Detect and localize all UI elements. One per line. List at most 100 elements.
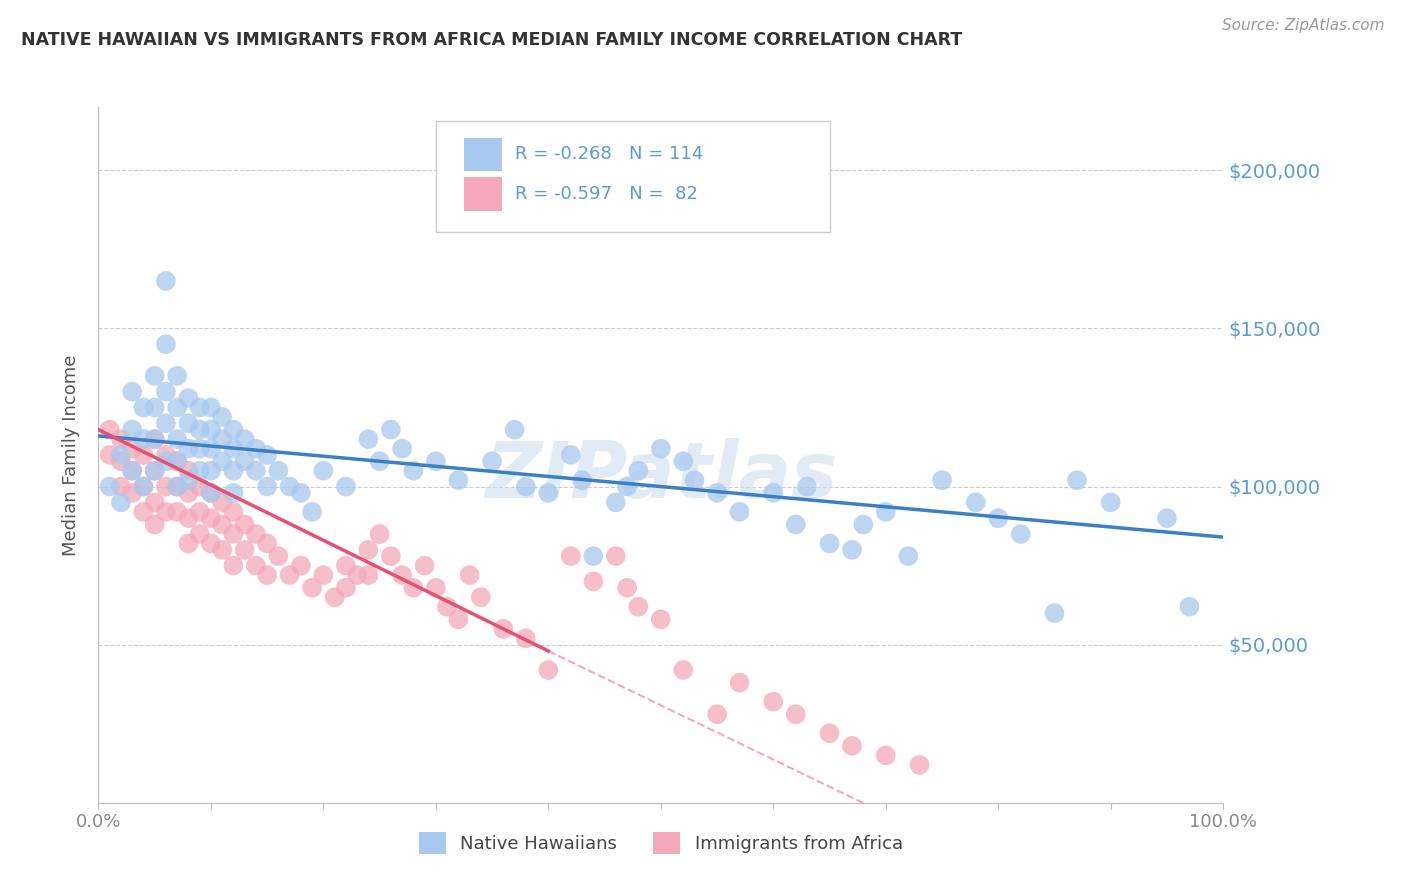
Point <box>121 486 143 500</box>
Point <box>211 542 233 557</box>
Point <box>425 454 447 468</box>
Point <box>200 401 222 415</box>
Point <box>143 432 166 446</box>
Point <box>706 486 728 500</box>
Point <box>785 707 807 722</box>
Point <box>98 423 121 437</box>
Point <box>143 368 166 383</box>
Point <box>818 726 841 740</box>
Point <box>132 448 155 462</box>
Point <box>200 511 222 525</box>
Point <box>166 479 188 493</box>
Point <box>1178 599 1201 614</box>
Point <box>155 417 177 431</box>
Point <box>391 568 413 582</box>
Point <box>841 739 863 753</box>
Point <box>200 423 222 437</box>
Point <box>1066 473 1088 487</box>
Point <box>110 454 132 468</box>
Text: ZIPatlas: ZIPatlas <box>485 438 837 514</box>
Point <box>481 454 503 468</box>
Point <box>155 384 177 399</box>
Point <box>177 473 200 487</box>
FancyBboxPatch shape <box>436 121 830 232</box>
Point <box>245 527 267 541</box>
Point <box>211 495 233 509</box>
Point <box>155 479 177 493</box>
Point <box>155 505 177 519</box>
Point <box>188 479 211 493</box>
Point <box>796 479 818 493</box>
Point <box>672 663 695 677</box>
Point <box>143 432 166 446</box>
Point <box>200 536 222 550</box>
Point <box>492 622 515 636</box>
Point <box>605 549 627 563</box>
Point <box>458 568 481 582</box>
Point <box>177 536 200 550</box>
Point <box>188 505 211 519</box>
Point <box>211 454 233 468</box>
Point <box>560 448 582 462</box>
Point <box>706 707 728 722</box>
Point <box>132 432 155 446</box>
Point <box>436 599 458 614</box>
Point <box>222 558 245 573</box>
Point <box>672 454 695 468</box>
Point <box>222 464 245 478</box>
Point <box>447 612 470 626</box>
Point <box>301 581 323 595</box>
Point <box>166 505 188 519</box>
Y-axis label: Median Family Income: Median Family Income <box>62 354 80 556</box>
Point <box>897 549 920 563</box>
Point <box>380 423 402 437</box>
Point <box>650 612 672 626</box>
Point <box>188 401 211 415</box>
Point <box>98 448 121 462</box>
Point <box>233 517 256 532</box>
Point <box>211 517 233 532</box>
Point <box>357 568 380 582</box>
Point <box>683 473 706 487</box>
Point <box>166 479 188 493</box>
Point <box>560 549 582 563</box>
Point <box>278 479 301 493</box>
Point <box>650 442 672 456</box>
Point <box>132 505 155 519</box>
Point <box>155 337 177 351</box>
Point <box>1099 495 1122 509</box>
Point <box>256 568 278 582</box>
Point <box>188 442 211 456</box>
Point <box>875 748 897 763</box>
Point <box>121 464 143 478</box>
Point <box>402 581 425 595</box>
Point <box>908 757 931 772</box>
Point <box>616 479 638 493</box>
FancyBboxPatch shape <box>464 137 502 171</box>
Point <box>515 479 537 493</box>
Point <box>335 479 357 493</box>
Point <box>503 423 526 437</box>
FancyBboxPatch shape <box>464 178 502 211</box>
Point <box>875 505 897 519</box>
Text: NATIVE HAWAIIAN VS IMMIGRANTS FROM AFRICA MEDIAN FAMILY INCOME CORRELATION CHART: NATIVE HAWAIIAN VS IMMIGRANTS FROM AFRIC… <box>21 31 962 49</box>
Point <box>177 391 200 405</box>
Point <box>200 464 222 478</box>
Point <box>312 568 335 582</box>
Point <box>346 568 368 582</box>
Point <box>728 675 751 690</box>
Point <box>470 591 492 605</box>
Point <box>166 401 188 415</box>
Point <box>301 505 323 519</box>
Point <box>200 486 222 500</box>
Point <box>200 442 222 456</box>
Point <box>278 568 301 582</box>
Point <box>1156 511 1178 525</box>
Point <box>245 442 267 456</box>
Point <box>425 581 447 595</box>
Text: R = -0.597   N =  82: R = -0.597 N = 82 <box>515 185 699 203</box>
Point <box>110 448 132 462</box>
Point <box>841 542 863 557</box>
Point <box>391 442 413 456</box>
Point <box>177 486 200 500</box>
